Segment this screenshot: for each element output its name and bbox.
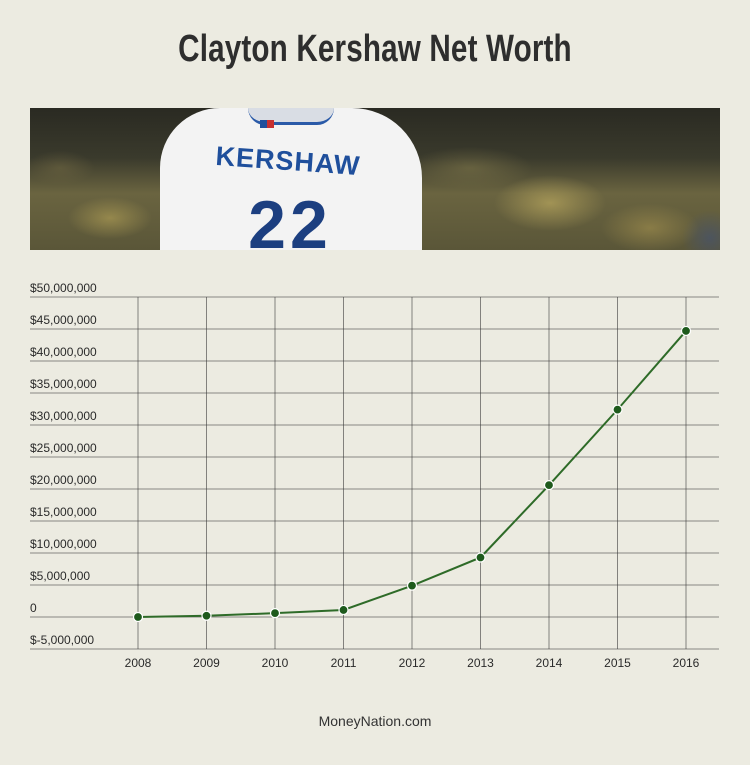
banner-photo: KERSHAW 22 [30, 108, 720, 250]
y-gridlines [30, 296, 719, 650]
x-tick-label: 2014 [536, 656, 563, 670]
data-point [475, 552, 486, 563]
x-tick-label: 2015 [604, 656, 631, 670]
x-tick-label: 2008 [125, 656, 152, 670]
net-worth-line-chart: $50,000,000 $45,000,000 $40,000,000 $35,000… [30, 281, 719, 670]
mlb-logo-patch [260, 120, 274, 128]
data-point [543, 480, 555, 491]
source-footer: MoneyNation.com [318, 713, 432, 729]
y-tick-label: $45,000,000 [30, 313, 97, 327]
series-points-group [132, 325, 692, 623]
y-tick-label: $50,000,000 [30, 281, 97, 295]
y-tick-label: $5,000,000 [30, 569, 90, 583]
y-tick-label: $35,000,000 [30, 377, 97, 391]
y-tick-label: 0 [30, 601, 37, 615]
data-point [612, 404, 623, 415]
x-tick-label: 2011 [331, 656, 357, 670]
y-tick-label: $40,000,000 [30, 345, 97, 359]
x-tick-label: 2010 [262, 656, 289, 670]
y-tick-labels: $50,000,000 $45,000,000 $40,000,000 $35,000… [30, 281, 97, 647]
y-tick-label: $20,000,000 [30, 473, 97, 487]
y-tick-label: $25,000,000 [30, 441, 97, 455]
x-tick-label: 2012 [399, 656, 426, 670]
y-tick-label: $-5,000,000 [30, 633, 94, 647]
page-title: Clayton Kershaw Net Worth [178, 28, 572, 70]
data-point [338, 604, 349, 616]
x-tick-labels: 2008 2009 2010 2011 2012 2013 2014 2015 2016 [125, 656, 700, 670]
y-tick-label: $15,000,000 [30, 505, 97, 519]
data-point [406, 580, 418, 591]
data-point [680, 325, 692, 337]
x-tick-label: 2013 [467, 656, 494, 670]
x-tick-label: 2009 [193, 656, 220, 670]
data-point [132, 611, 144, 623]
data-point [201, 610, 212, 621]
data-point [269, 608, 281, 619]
y-tick-label: $10,000,000 [30, 537, 97, 551]
jersey-name: KERSHAW [214, 140, 362, 182]
jersey-number: 22 [248, 187, 332, 250]
x-tick-label: 2016 [673, 656, 700, 670]
y-tick-label: $30,000,000 [30, 409, 97, 423]
x-gridlines [137, 297, 687, 649]
jersey-back: KERSHAW 22 [160, 108, 422, 250]
